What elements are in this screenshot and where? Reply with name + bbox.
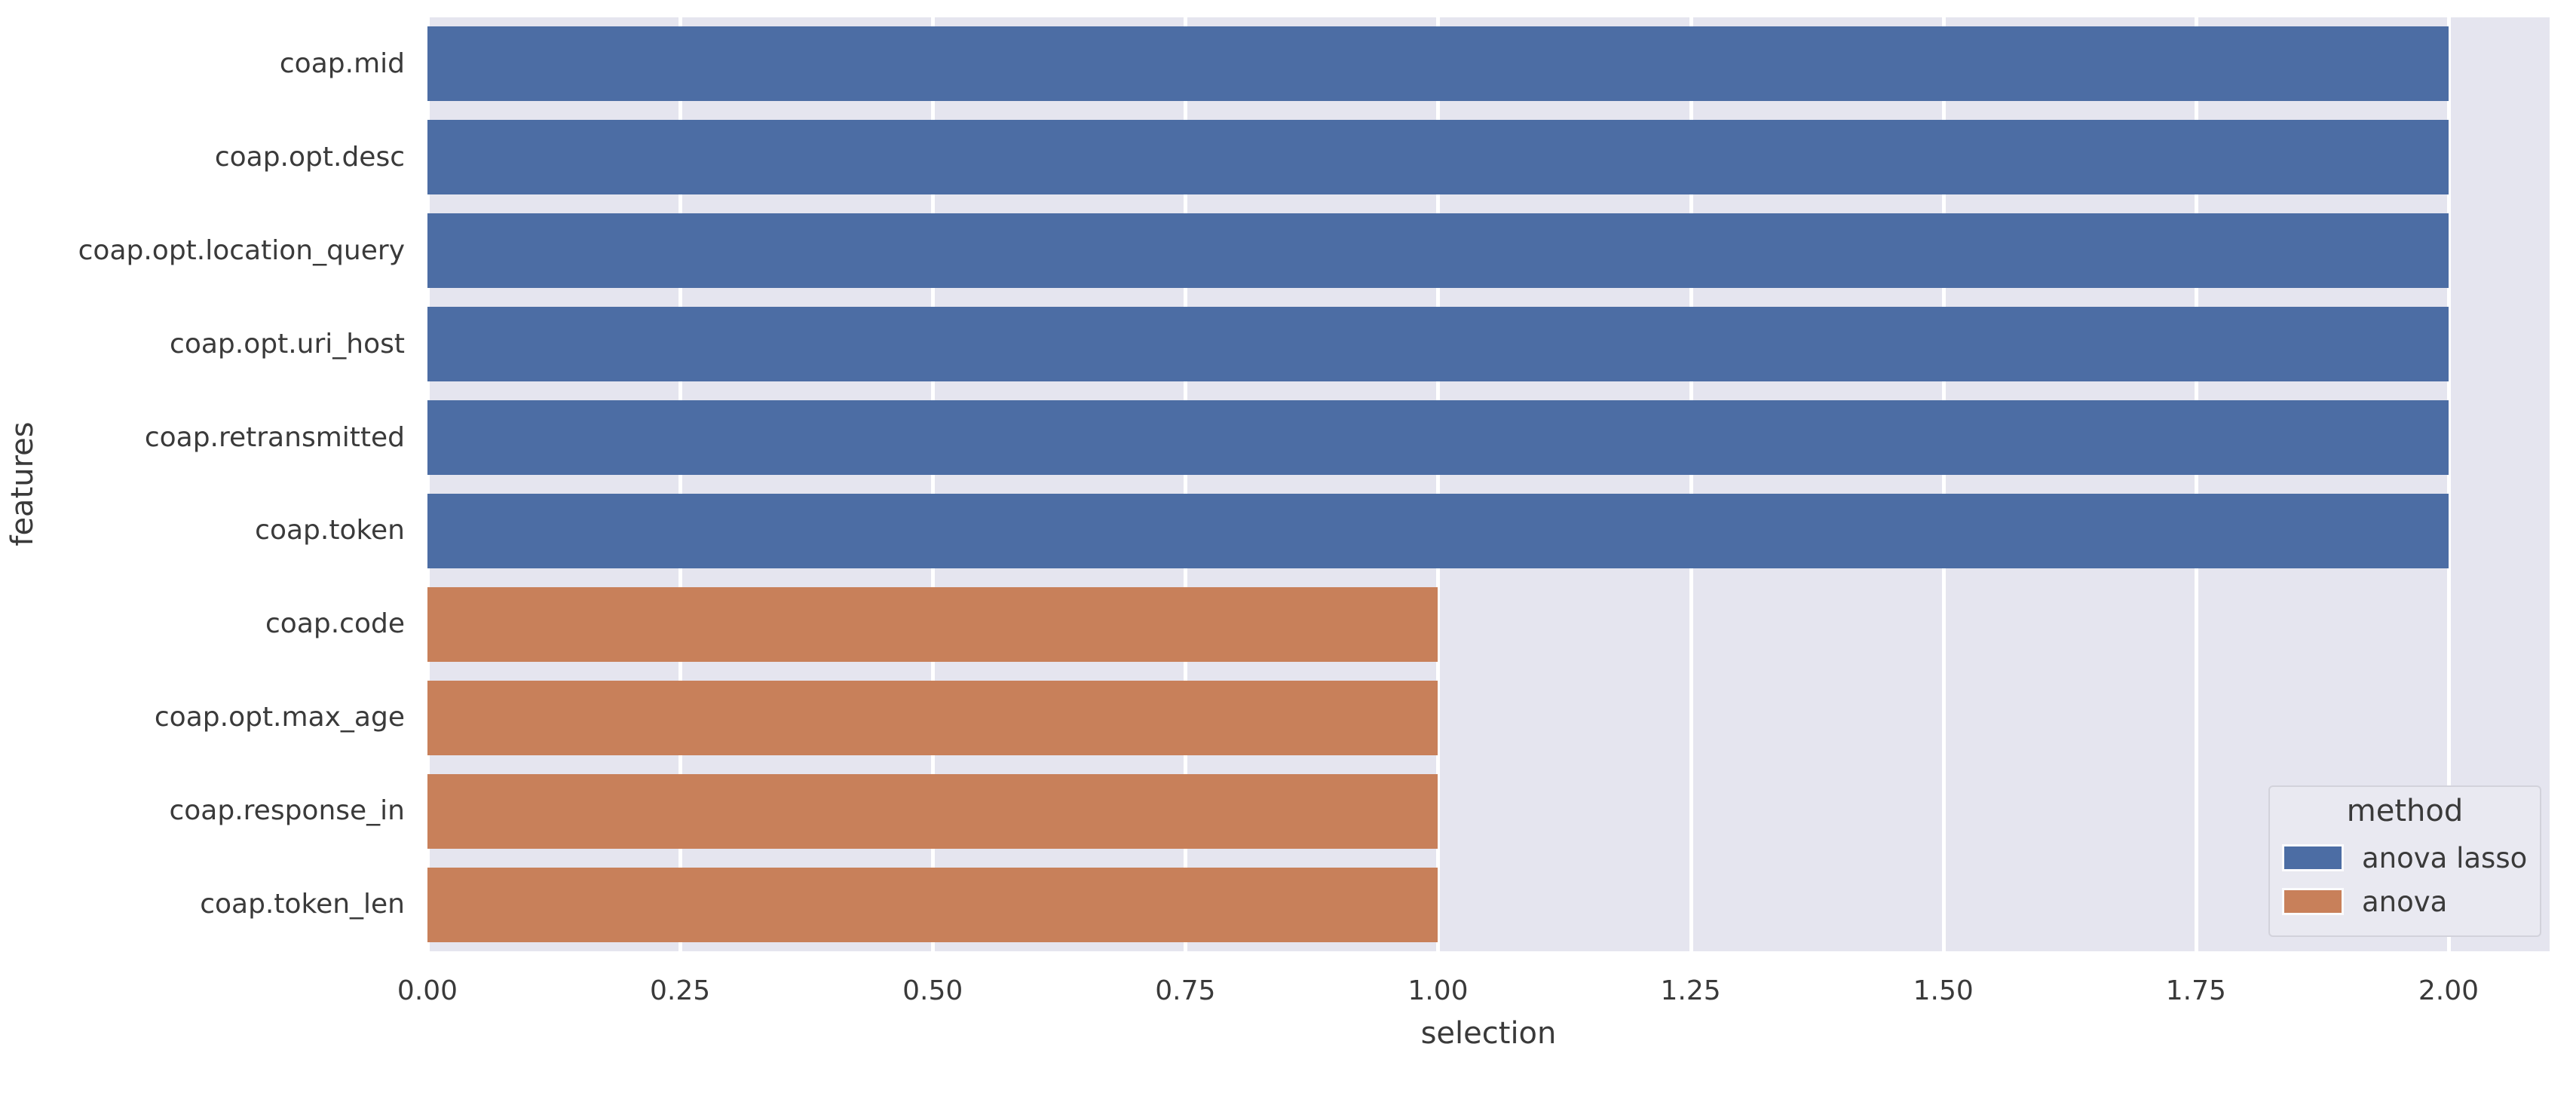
y-tick-labels: coap.mid coap.opt.desc coap.opt.location_q… — [0, 17, 405, 951]
gridline — [1941, 17, 1946, 951]
y-tick-label: coap.opt.max_age — [154, 702, 405, 733]
gridline — [426, 17, 430, 951]
gridline — [2446, 17, 2451, 951]
y-tick-label: coap.retransmitted — [144, 421, 405, 453]
bar-coap-opt-desc — [427, 120, 2449, 195]
legend-color-swatch — [2282, 844, 2344, 871]
legend-entry-label: anova — [2362, 885, 2448, 918]
legend-entries: anova lasso anova — [2270, 841, 2540, 918]
gridline — [2194, 17, 2198, 951]
y-tick-label: coap.opt.location_query — [78, 234, 405, 266]
y-tick-label: coap.opt.uri_host — [170, 328, 405, 360]
legend: method anova lasso anova — [2268, 785, 2541, 937]
legend-entry-label: anova lasso — [2362, 841, 2528, 874]
legend-entry: anova — [2282, 885, 2540, 918]
x-axis-title: selection — [1420, 1016, 1557, 1051]
y-tick-label: coap.opt.desc — [214, 141, 405, 173]
plot-area: method anova lasso anova — [426, 17, 2550, 951]
bar-coap-token-len — [427, 867, 1438, 942]
bar-coap-mid — [427, 26, 2449, 102]
y-tick-label: coap.token_len — [200, 889, 405, 920]
gridline — [1689, 17, 1693, 951]
bar-coap-token — [427, 493, 2449, 568]
y-tick-label: coap.token — [255, 515, 405, 546]
bar-coap-code — [427, 586, 1438, 662]
bar-coap-opt-location-query — [427, 213, 2449, 289]
y-tick-label: coap.response_in — [169, 795, 405, 827]
gridlines — [426, 17, 2550, 951]
bar-coap-response-in — [427, 773, 1438, 849]
y-tick-label: coap.code — [265, 608, 405, 640]
legend-color-swatch — [2282, 888, 2344, 915]
gridline — [1184, 17, 1188, 951]
gridline — [1436, 17, 1441, 951]
x-tick-label: 1.25 — [1660, 975, 1721, 1006]
gridline — [678, 17, 683, 951]
bar-coap-opt-uri-host — [427, 307, 2449, 382]
bar-coap-retransmitted — [427, 400, 2449, 476]
bars-layer — [427, 17, 2550, 951]
legend-entry: anova lasso — [2282, 841, 2540, 874]
x-tick-labels: 0.00 0.25 0.50 0.75 1.00 1.25 1.50 1.75 2.00 — [397, 974, 2550, 1010]
y-tick-label: coap.mid — [279, 47, 405, 79]
x-tick-label: 0.00 — [397, 975, 458, 1006]
x-tick-label: 0.75 — [1155, 975, 1216, 1006]
x-tick-label: 1.00 — [1407, 975, 1469, 1006]
x-tick-label: 1.75 — [2165, 975, 2226, 1006]
x-tick-label: 2.00 — [2418, 975, 2480, 1006]
bar-coap-opt-max-age — [427, 680, 1438, 755]
legend-title: method — [2346, 794, 2464, 828]
x-tick-label: 1.50 — [1913, 975, 1974, 1006]
x-tick-label: 0.50 — [902, 975, 963, 1006]
x-tick-label: 0.25 — [650, 975, 711, 1006]
gridline — [931, 17, 936, 951]
